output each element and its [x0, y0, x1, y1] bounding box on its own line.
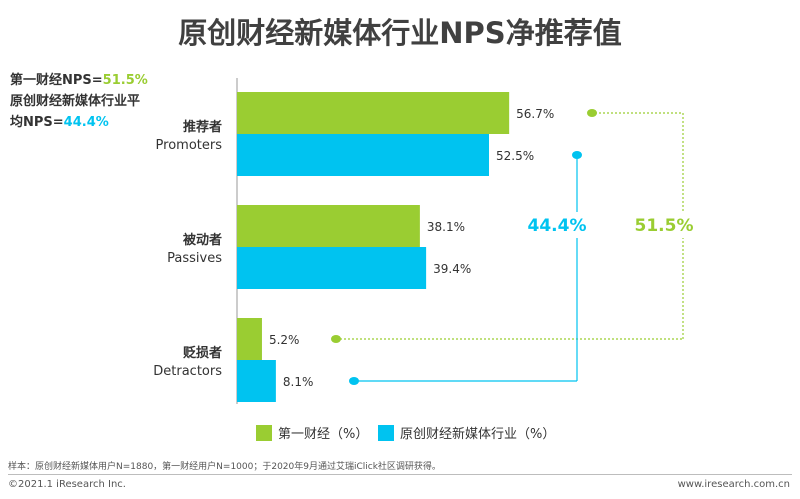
nps-bar-chart: 56.7% 38.1% 5.2% 52.5% 39.4% 8.1% 44.4% 51.5% 第一…: [236, 78, 695, 442]
footer-divider: [8, 474, 792, 475]
category-label-en: Detractors: [153, 364, 222, 379]
website: www.iresearch.com.cn: [677, 479, 790, 490]
data-label: 39.4%: [433, 262, 471, 276]
legend-label-industry: 原创财经新媒体行业（%）: [400, 426, 555, 442]
first-finance-nps-label-bg: [633, 212, 695, 238]
page-title: 原创财经新媒体行业NPS净推荐值: [178, 16, 622, 50]
category-label-en: Passives: [167, 251, 222, 266]
nps-line-first-finance: 第一财经NPS=51.5%: [10, 70, 200, 91]
bar-first-finance-2: [237, 318, 262, 360]
first-finance-nps-label: 51.5%: [635, 216, 694, 236]
industry-nps-label: 44.4%: [528, 216, 587, 236]
data-label: 52.5%: [496, 149, 534, 163]
bar-industry-0: [237, 134, 489, 176]
industry-nps-label-bg: [527, 212, 589, 238]
footnote: 样本：原创财经新媒体用户N=1880，第一财经用户N=1000；于2020年9月…: [8, 462, 441, 472]
industry-marker-promoters: [572, 151, 582, 159]
bar-industry-1: [237, 247, 427, 289]
industry-marker-detractors: [349, 377, 359, 385]
legend-swatch-first-finance: [256, 425, 272, 441]
nps-industry-label: 均NPS=: [10, 115, 64, 130]
legend-label-first-finance: 第一财经（%）: [278, 427, 368, 442]
copyright: ©2021.1 iResearch Inc.: [8, 479, 126, 490]
first-finance-marker-detractors: [331, 335, 341, 343]
data-label: 56.7%: [516, 107, 554, 121]
category-label-promoters: 推荐者 Promoters: [110, 119, 222, 155]
bar-first-finance-0: [237, 92, 510, 134]
data-label: 8.1%: [283, 375, 314, 389]
nps-line-industry: 原创财经新媒体行业平: [10, 94, 141, 109]
nps-first-finance-value: 51.5%: [102, 73, 148, 88]
category-label-zh: 贬损者: [182, 346, 222, 361]
first-finance-marker-promoters: [587, 109, 597, 117]
category-label-zh: 推荐者: [182, 120, 222, 135]
category-label-zh: 被动者: [182, 233, 222, 248]
category-label-detractors: 贬损者 Detractors: [110, 345, 222, 381]
nps-summary: 第一财经NPS=51.5% 原创财经新媒体行业平 均NPS=44.4%: [10, 70, 200, 133]
category-label-en: Promoters: [155, 138, 222, 153]
legend-swatch-industry: [378, 425, 394, 441]
data-label: 38.1%: [427, 220, 465, 234]
bar-first-finance-1: [237, 205, 420, 247]
bar-industry-2: [237, 360, 276, 402]
nps-first-finance-label: 第一财经NPS=: [10, 73, 103, 88]
nps-line-industry-avg: 均NPS=44.4%: [10, 112, 200, 133]
data-label: 5.2%: [269, 333, 300, 347]
nps-industry-value: 44.4%: [63, 115, 109, 130]
category-label-passives: 被动者 Passives: [110, 232, 222, 268]
